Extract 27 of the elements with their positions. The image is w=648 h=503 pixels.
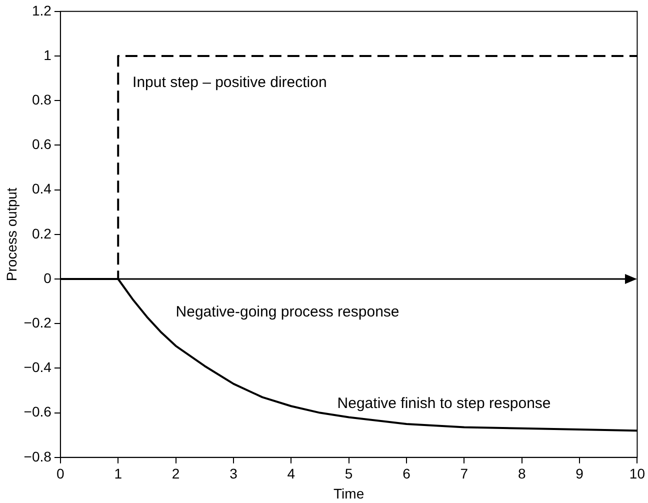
y-tick-label: 0.6 <box>32 136 52 152</box>
x-tick-label: 1 <box>114 466 122 482</box>
y-tick-label: −0.8 <box>24 448 52 464</box>
y-tick-label: 0.8 <box>32 91 52 108</box>
y-axis-title: Process output <box>3 188 20 282</box>
x-tick-label: 6 <box>402 466 411 482</box>
annotation: Negative-going process response <box>176 304 400 321</box>
y-tick-label: 0.2 <box>32 225 52 242</box>
x-tick-label: 0 <box>56 466 65 482</box>
y-tick-label: −0.4 <box>24 359 52 376</box>
x-tick-label: 4 <box>287 466 296 482</box>
x-tick-label: 5 <box>344 466 353 482</box>
y-tick-label: −0.6 <box>24 404 52 420</box>
annotation: Negative finish to step response <box>337 395 551 412</box>
x-tick-label: 7 <box>460 466 468 482</box>
x-axis-title: Time <box>334 485 364 502</box>
x-tick-label: 2 <box>172 466 180 482</box>
y-tick-label: −0.2 <box>24 314 52 330</box>
y-tick-label: 0 <box>44 270 52 286</box>
x-tick-label: 3 <box>230 466 238 482</box>
x-tick-label: 9 <box>576 466 584 482</box>
x-tick-label: 8 <box>518 466 526 482</box>
y-tick-label: 1 <box>44 46 52 63</box>
annotation: Input step – positive direction <box>132 74 327 91</box>
x-tick-label: 10 <box>629 466 646 482</box>
y-tick-label: 1.2 <box>32 2 52 18</box>
y-tick-label: 0.4 <box>32 180 52 197</box>
